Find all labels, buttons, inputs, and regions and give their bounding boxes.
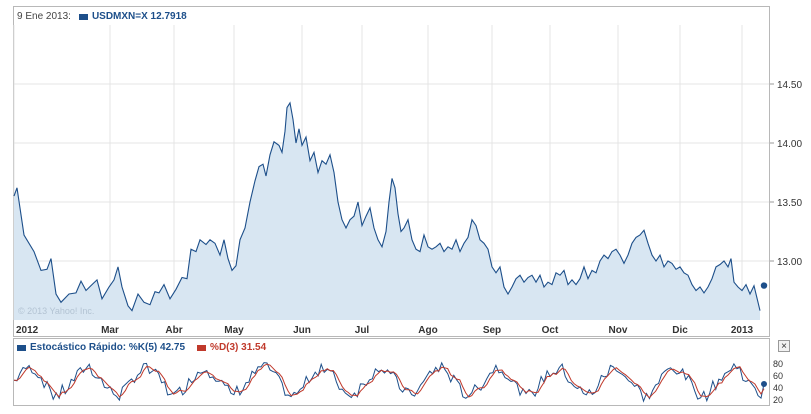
indicator-y-label: 60 <box>773 371 783 381</box>
x-tick-label: May <box>224 325 244 336</box>
indicator-y-label: 80 <box>773 359 783 369</box>
price-area-fill <box>14 102 760 321</box>
watermark-text: © 2013 Yahoo! Inc. <box>18 306 94 316</box>
x-tick-label: Ago <box>418 325 437 336</box>
y-tick-label: 14.50 <box>777 80 802 91</box>
x-tick-label: Jul <box>355 325 370 336</box>
k-label: Estocástico Rápido: %K(5) 42.75 <box>30 342 186 353</box>
x-tick-label: Mar <box>101 325 119 336</box>
indicator-y-label: 20 <box>773 395 783 405</box>
x-tick-label: Jun <box>293 325 311 336</box>
price-line <box>13 101 761 312</box>
x-tick-label: Abr <box>165 325 182 336</box>
date-label: 9 Ene 2013: <box>17 11 71 22</box>
indicator-y-label: 40 <box>773 383 783 393</box>
x-axis: 2012 Mar Abr May Jun Jul Ago Sep Oct Nov Dic 2013 <box>16 325 754 336</box>
last-price-marker <box>760 282 768 289</box>
y-tick-label: 13.00 <box>777 257 802 268</box>
indicator-legend: Estocástico Rápido: %K(5) 42.75 %D(3) 31… <box>17 342 266 353</box>
stochastic-plot: 20 40 60 80 <box>13 359 783 405</box>
x-tick-label: Nov <box>609 325 628 336</box>
indicator-last-marker <box>761 381 767 388</box>
y-axis: 13.00 13.50 14.00 14.50 <box>770 80 802 268</box>
y-tick-label: 14.00 <box>777 139 802 150</box>
series-label: USDMXN=X 12.7918 <box>91 11 187 22</box>
k-swatch <box>17 344 26 351</box>
price-area <box>13 101 768 321</box>
series-swatch <box>78 13 88 20</box>
main-legend: 9 Ene 2013: USDMXN=X 12.7918 <box>17 11 187 22</box>
x-tick-label: Sep <box>483 325 501 336</box>
close-indicator-button[interactable]: × <box>778 340 790 352</box>
x-tick-label: Dic <box>672 325 688 336</box>
indicator-panel-frame <box>13 338 770 406</box>
x-tick-label: 2012 <box>16 325 39 336</box>
y-tick-label: 13.50 <box>777 198 802 209</box>
d-label: %D(3) 31.54 <box>210 342 267 353</box>
x-tick-label: 2013 <box>731 325 754 336</box>
d-line <box>13 363 765 399</box>
d-swatch <box>197 344 207 351</box>
x-tick-label: Oct <box>542 325 559 336</box>
